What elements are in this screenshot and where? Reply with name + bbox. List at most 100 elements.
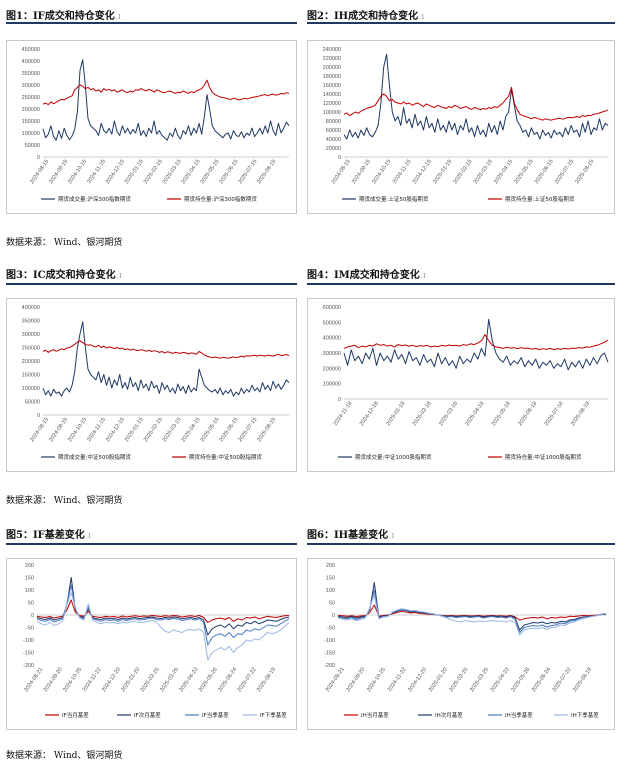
chart-svg: 0 100000 200000 300000 400000 500000 600000 202… [323,305,609,461]
x-tick-label: 2025-05-18 [491,401,512,427]
x-tick-label: 2024-08-15 [29,417,50,443]
x-tick-label: 2024-10-15 [67,417,88,443]
legend-label: IF次月基差 [134,711,161,719]
y-tick-label: 40000 [326,137,341,143]
legend-label: IH当月基差 [361,711,389,719]
y-tick-label: 80000 [326,119,341,125]
x-tick-label: 2024-09-20 [345,667,366,693]
x-tick-label: 2025-04-18 [465,401,486,427]
x-tick-label: 2024-12-20 [101,667,122,693]
chart-6-rule [307,543,615,545]
chart-4-rule [307,283,615,285]
source-note: 数据来源： Wind、银河期货 [6,496,123,506]
chart-5: -200 -150 -100 -50 0 50 100 150 200 2024-08-21 202… [6,558,297,730]
x-tick-label: 2024-08-15 [29,159,50,185]
legend-label: 期货持仓量:上证50股指期货 [505,195,575,203]
source-note: 数据来源： Wind、银河期货 [6,751,123,761]
legend-label: 期货成交量:中证500股指期货 [58,453,131,461]
y-tick-label: -100 [23,638,34,644]
x-tick-label: 2025-05-15 [200,417,221,443]
chart-svg: -200-150-100-500501001502002024-08-21202… [23,563,290,719]
y-tick-label: 200000 [323,65,341,71]
chart-3: 0 50000 100000 150000 200000 250000 300000 3500… [6,298,297,472]
x-tick-label: 2025-05-26 [198,667,219,693]
y-tick-label: 100 [25,588,34,594]
y-tick-label: 400000 [22,305,40,311]
x-tick-label: 2025-06-15 [218,417,239,443]
x-tick-label: 2024-12-20 [407,667,428,693]
y-tick-label: -150 [324,651,335,657]
x-tick-label: 2025-04-23 [178,667,199,693]
chart-6-title: 图6：IH基差变化.1 [307,530,395,541]
chart-3-rule [6,283,297,285]
x-tick-label: 2025-07-15 [237,417,258,443]
series-line [42,321,290,397]
legend-label: 期货持仓量:中证500股指期货 [189,453,262,461]
chart-5-rule [6,543,297,545]
y-tick-label: -50 [26,626,34,632]
y-tick-label: 100000 [323,110,341,116]
y-tick-label: 150000 [22,119,40,125]
x-tick-label: 2024-11-15 [392,159,413,185]
series-line [337,589,607,633]
x-tick-label: 2025-05-15 [200,159,221,185]
x-tick-label: 2025-04-23 [490,667,511,693]
x-tick-label: 2025-01-15 [432,159,453,185]
x-tick-label: 2025-07-22 [552,667,573,693]
x-tick-label: 2025-06-24 [217,667,238,693]
y-tick-label: 120000 [323,101,341,107]
x-tick-label: 2025-07-15 [237,159,258,185]
x-tick-label: 2025-03-15 [473,159,494,185]
y-tick-label: 0 [37,413,40,419]
chart-svg: 0 50000 100000 150000 200000 250000 300000 3500… [22,47,290,203]
series-line [42,79,290,106]
legend-label: 期货成交量:上证50股指期货 [359,195,429,203]
x-tick-label: 2024-10-25 [62,667,83,693]
x-tick-label: 2025-07-22 [237,667,258,693]
x-tick-label: 2024-12-18 [359,401,380,427]
x-tick-label: 2024-11-15 [86,159,107,185]
x-tick-label: 2025-07-15 [554,159,575,185]
x-tick-label: 2024-10-25 [366,667,387,693]
y-tick-label: 100 [326,588,335,594]
chart-svg: 0 50000 100000 150000 200000 250000 300000 3500… [22,305,290,461]
chart-svg: 0 20000 40000 60000 80000 100000 120000 140000 1… [323,47,609,203]
y-tick-label: 50 [329,601,335,607]
x-tick-label: 2025-01-20 [428,667,449,693]
x-tick-label: 2024-09-15 [351,159,372,185]
chart-2-rule [307,22,615,24]
y-tick-label: 500000 [323,320,341,326]
legend-label: IF当月基差 [62,711,89,719]
y-tick-label: 300000 [22,332,40,338]
legend-label: IH当季基差 [505,711,533,719]
series-line [343,53,609,140]
x-tick-label: 2024-12-15 [105,159,126,185]
legend-label: 期货持仓量:沪深300指数期货 [184,195,257,203]
x-tick-label: 2025-07-18 [544,401,565,427]
y-tick-label: 180000 [323,74,341,80]
x-tick-label: 2025-06-15 [218,159,239,185]
legend-label: IH下季基差 [571,711,599,719]
y-tick-label: 0 [37,155,40,161]
chart-1-rule [6,22,297,24]
x-tick-label: 2025-08-15 [256,159,277,185]
x-tick-label: 2024-08-21 [325,667,346,693]
y-tick-label: 200000 [22,107,40,113]
x-tick-label: 2025-03-25 [159,667,180,693]
y-tick-label: 60000 [326,128,341,134]
y-tick-label: 0 [338,397,341,403]
y-tick-label: 160000 [323,83,341,89]
legend-label: 期货成交量:沪深300指数期货 [58,195,131,203]
y-tick-label: 400000 [22,59,40,65]
y-tick-label: 200 [25,563,34,569]
x-tick-label: 2025-08-18 [570,401,591,427]
chart-3-title: 图3：IC成交和持仓变化.1 [6,270,123,281]
x-tick-label: 2025-01-20 [120,667,141,693]
x-tick-label: 2025-02-15 [143,417,164,443]
x-tick-label: 2025-01-15 [124,159,145,185]
x-tick-label: 2025-08-19 [256,667,277,693]
x-tick-label: 2025-05-26 [510,667,531,693]
x-tick-label: 2024-11-22 [82,667,103,693]
x-tick-label: 2024-10-15 [371,159,392,185]
